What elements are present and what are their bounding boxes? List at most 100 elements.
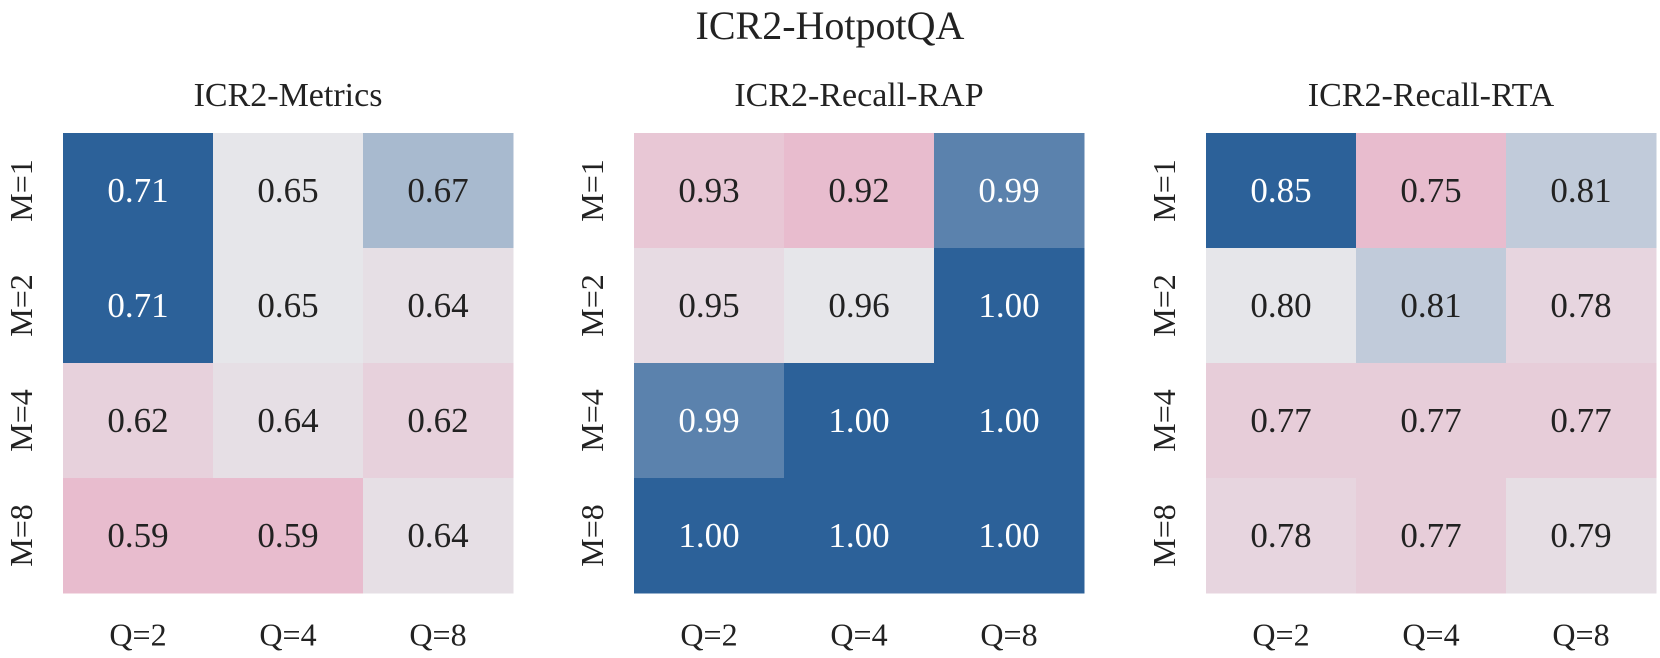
cell-value-label: 0.77 [1400,516,1461,555]
cell-value-label: 0.64 [407,286,468,325]
heatmap-cell [784,248,935,364]
heatmap-cell [784,363,935,479]
y-tick-label: M=1 [3,159,39,222]
heatmap-cell [1356,363,1507,479]
cell-value-label: 0.80 [1250,286,1311,325]
cell-value-label: 0.67 [407,171,468,210]
heatmap-cell [63,248,214,364]
y-tick-label: M=8 [574,504,610,567]
x-tick-label: Q=4 [259,616,316,652]
cell-value-label: 0.71 [107,171,168,210]
heatmap-cell [363,478,514,594]
heatmap-cell [1506,133,1657,249]
panel-title: ICR2-Metrics [194,77,383,114]
heatmap-cell [1506,248,1657,364]
cell-value-label: 0.65 [257,171,318,210]
cell-value-label: 0.96 [828,286,889,325]
heatmap-cell [63,478,214,594]
cell-value-label: 0.59 [257,516,318,555]
heatmap-cell [634,248,785,364]
cell-value-label: 0.81 [1400,286,1461,325]
y-tick-label: M=8 [1146,504,1182,567]
heatmap-panels: ICR2-Metrics 0.71 0.65 0.67 0.71 0.65 0.64 0.62… [3,77,1657,652]
heatmap-cell [784,133,935,249]
panel-title: ICR2-Recall-RTA [1308,77,1555,114]
heatmap-cell [634,363,785,479]
cell-value-label: 0.62 [407,401,468,440]
heatmap-cell [934,133,1085,249]
heatmap-cell [634,478,785,594]
x-tick-label: Q=2 [109,616,166,652]
heatmap-cell [1356,248,1507,364]
heatmap-cell [363,363,514,479]
cell-value-label: 0.93 [678,171,739,210]
heatmap-cell [634,133,785,249]
cell-value-label: 0.77 [1550,401,1611,440]
heatmap-cell [63,363,214,479]
heatmap-cell [63,133,214,249]
x-tick-label: Q=4 [1402,616,1459,652]
cell-value-label: 1.00 [978,401,1039,440]
heatmap-cell [1356,133,1507,249]
figure-title: ICR2-HotpotQA [696,3,965,48]
x-tick-label: Q=8 [409,616,466,652]
cell-value-label: 0.65 [257,286,318,325]
heatmap-cell [1206,248,1357,364]
cell-value-label: 0.59 [107,516,168,555]
y-tick-label: M=2 [574,274,610,337]
cell-value-label: 0.75 [1400,171,1461,210]
y-tick-label: M=1 [574,159,610,222]
cell-value-label: 0.64 [407,516,468,555]
heatmap-cell [1206,133,1357,249]
heatmap-cell [363,133,514,249]
heatmap-cell [1206,363,1357,479]
y-tick-label: M=4 [3,389,39,452]
cell-value-label: 1.00 [978,516,1039,555]
y-tick-label: M=4 [574,389,610,452]
x-tick-label: Q=4 [830,616,887,652]
x-tick-label: Q=2 [1252,616,1309,652]
cell-value-label: 0.77 [1250,401,1311,440]
cell-value-label: 0.62 [107,401,168,440]
cell-value-label: 0.92 [828,171,889,210]
heatmap-panel: ICR2-Recall-RTA 0.85 0.75 0.81 0.80 0.81 0.78 0… [1146,77,1657,652]
heatmap-cell [213,248,364,364]
heatmap-cell [1506,478,1657,594]
cell-value-label: 0.64 [257,401,318,440]
cell-value-label: 0.99 [978,171,1039,210]
heatmap-cell [934,248,1085,364]
heatmap-cell [213,133,364,249]
cell-value-label: 0.79 [1550,516,1611,555]
heatmap-panel: ICR2-Metrics 0.71 0.65 0.67 0.71 0.65 0.64 0.62… [3,77,514,652]
cell-value-label: 0.78 [1550,286,1611,325]
cell-value-label: 1.00 [678,516,739,555]
heatmap-panel: ICR2-Recall-RAP 0.93 0.92 0.99 0.95 0.96 1.00 0… [574,77,1085,652]
heatmap-cell [213,363,364,479]
cell-value-label: 0.78 [1250,516,1311,555]
heatmap-cell [1506,363,1657,479]
cell-value-label: 0.99 [678,401,739,440]
heatmap-cell [213,478,364,594]
x-tick-label: Q=8 [980,616,1037,652]
heatmap-cell [934,478,1085,594]
cell-value-label: 0.71 [107,286,168,325]
heatmap-cell [934,363,1085,479]
cell-value-label: 1.00 [828,516,889,555]
cell-value-label: 0.81 [1550,171,1611,210]
panel-title: ICR2-Recall-RAP [734,77,983,114]
heatmap-cell [1206,478,1357,594]
y-tick-label: M=4 [1146,389,1182,452]
x-tick-label: Q=2 [680,616,737,652]
y-tick-label: M=8 [3,504,39,567]
heatmap-cell [1356,478,1507,594]
y-tick-label: M=1 [1146,159,1182,222]
cell-value-label: 0.95 [678,286,739,325]
cell-value-label: 1.00 [978,286,1039,325]
cell-value-label: 0.85 [1250,171,1311,210]
cell-value-label: 1.00 [828,401,889,440]
cell-value-label: 0.77 [1400,401,1461,440]
heatmap-cell [784,478,935,594]
y-tick-label: M=2 [1146,274,1182,337]
heatmap-cell [363,248,514,364]
